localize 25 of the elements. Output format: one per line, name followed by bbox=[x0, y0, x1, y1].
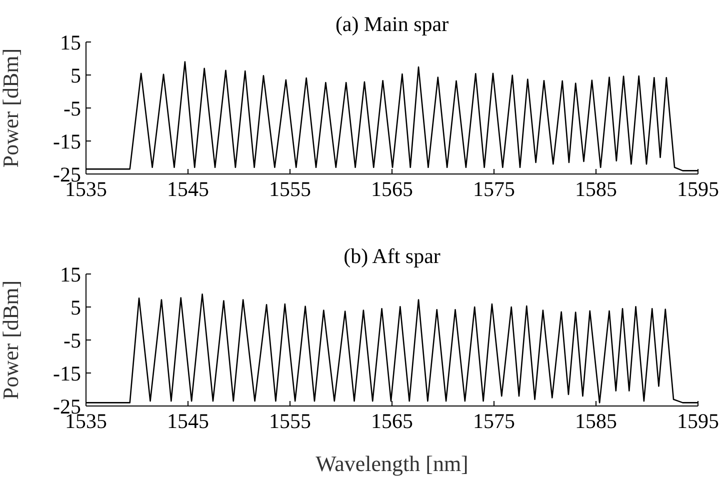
x-tick-label: 1595 bbox=[677, 176, 719, 201]
y-tick-label: 5 bbox=[70, 295, 81, 320]
chart-title: (a) Main spar bbox=[334, 12, 450, 37]
y-tick-label: -5 bbox=[64, 328, 81, 352]
y-tick-label: -15 bbox=[53, 361, 81, 386]
x-axis-title: Wavelength [nm] bbox=[316, 451, 468, 476]
x-tick-label: 1595 bbox=[677, 408, 719, 433]
y-tick-label: 15 bbox=[60, 262, 81, 286]
y-tick-label: 15 bbox=[60, 30, 81, 54]
chart-title: (b) Aft spar bbox=[342, 244, 442, 269]
y-axis-title: Power [dBm] bbox=[0, 280, 23, 400]
x-tick-label: 1555 bbox=[269, 408, 311, 433]
y-tick-label: -5 bbox=[64, 96, 81, 120]
x-tick-label: 1585 bbox=[575, 408, 617, 433]
x-tick-label: 1545 bbox=[167, 176, 209, 201]
x-tick-label: 1565 bbox=[371, 176, 413, 201]
x-tick-label: 1545 bbox=[167, 408, 209, 433]
y-axis-title: Power [dBm] bbox=[0, 48, 23, 168]
x-tick-label: 1565 bbox=[371, 408, 413, 433]
x-tick-label: 1575 bbox=[473, 176, 515, 201]
y-tick-label: 5 bbox=[70, 63, 81, 88]
x-tick-label: 1585 bbox=[575, 176, 617, 201]
x-tick-label: 1575 bbox=[473, 408, 515, 433]
y-tick-label: -15 bbox=[53, 129, 81, 154]
x-tick-label: 1555 bbox=[269, 176, 311, 201]
